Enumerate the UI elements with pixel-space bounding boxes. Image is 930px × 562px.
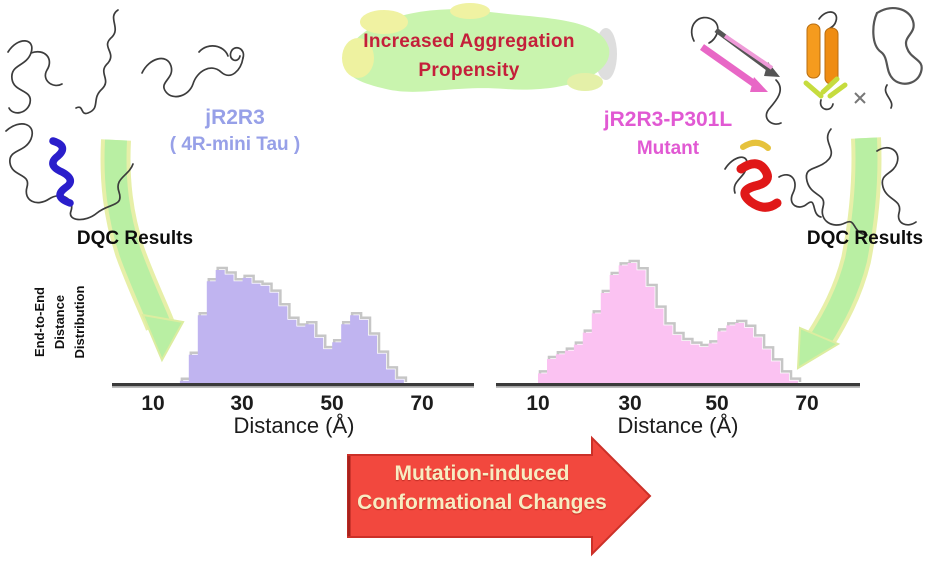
left-distance-distribution-chart: 10 30 50 70 Distance (Å) — [110, 250, 478, 438]
x-tick-right-70: 70 — [795, 392, 819, 415]
protein-coil-3 — [141, 45, 245, 98]
x-axis-label-left: Distance (Å) — [233, 413, 355, 438]
x-tick-left-30: 30 — [230, 392, 254, 415]
dqc-results-label-left: DQC Results — [76, 228, 194, 249]
left-histogram — [112, 266, 474, 388]
right-panel-title: jR2R3-P301L — [603, 108, 733, 131]
red-alpha-helix — [736, 159, 782, 212]
x-tick-right-50: 50 — [705, 392, 729, 415]
right-panel-subtitle: Mutant — [636, 138, 700, 159]
left-panel-subtitle: ( 4R-mini Tau ) — [169, 134, 301, 155]
histogram-area — [538, 263, 807, 383]
protein-coil-big — [805, 128, 917, 236]
x-tick-left-50: 50 — [320, 392, 344, 415]
beta-barrel-orange — [803, 11, 848, 111]
coil-with-blue-alpha-helix — [5, 123, 134, 221]
y-axis-label-line1: End-to-End — [32, 286, 47, 358]
right-green-arrow — [796, 137, 882, 370]
mutation-arrow-text-line2: Conformational Changes — [357, 491, 607, 514]
x-tick-left-10: 10 — [141, 392, 165, 415]
banner-text-line2: Propensity — [418, 60, 520, 81]
blue-alpha-helix — [49, 137, 74, 207]
right-distance-distribution-chart: 10 30 50 70 Distance (Å) — [492, 250, 864, 438]
left-panel-title: jR2R3 — [205, 106, 265, 129]
banner-text-line1: Increased Aggregation — [363, 31, 575, 52]
protein-coil-2 — [75, 9, 119, 115]
right-histogram — [496, 259, 860, 388]
left-molecule-drawings — [5, 9, 245, 221]
histogram-area — [153, 270, 422, 383]
x-mark — [854, 92, 866, 104]
folded-coil-outline — [854, 7, 923, 109]
y-axis-label-line2: Distance — [52, 294, 68, 350]
beta-sheet-pink-arrows — [690, 16, 782, 125]
x-tick-left-70: 70 — [410, 392, 434, 415]
banner-arrow — [342, 3, 617, 92]
x-axis-label-right: Distance (Å) — [617, 413, 739, 438]
mutation-arrow — [347, 435, 652, 557]
right-molecule-drawings — [690, 7, 923, 236]
y-axis-label-line3: Distribution — [72, 285, 88, 359]
x-tick-right-30: 30 — [618, 392, 642, 415]
protein-coil-1 — [7, 40, 63, 114]
coil-with-red-helix — [724, 139, 822, 218]
y-axis-label: End-to-End Distance Distribution — [30, 258, 110, 386]
mutation-arrow-text-line1: Mutation-induced — [394, 462, 570, 485]
x-tick-right-10: 10 — [526, 392, 550, 415]
dqc-results-label-right: DQC Results — [806, 228, 924, 249]
left-green-arrow — [100, 139, 185, 363]
